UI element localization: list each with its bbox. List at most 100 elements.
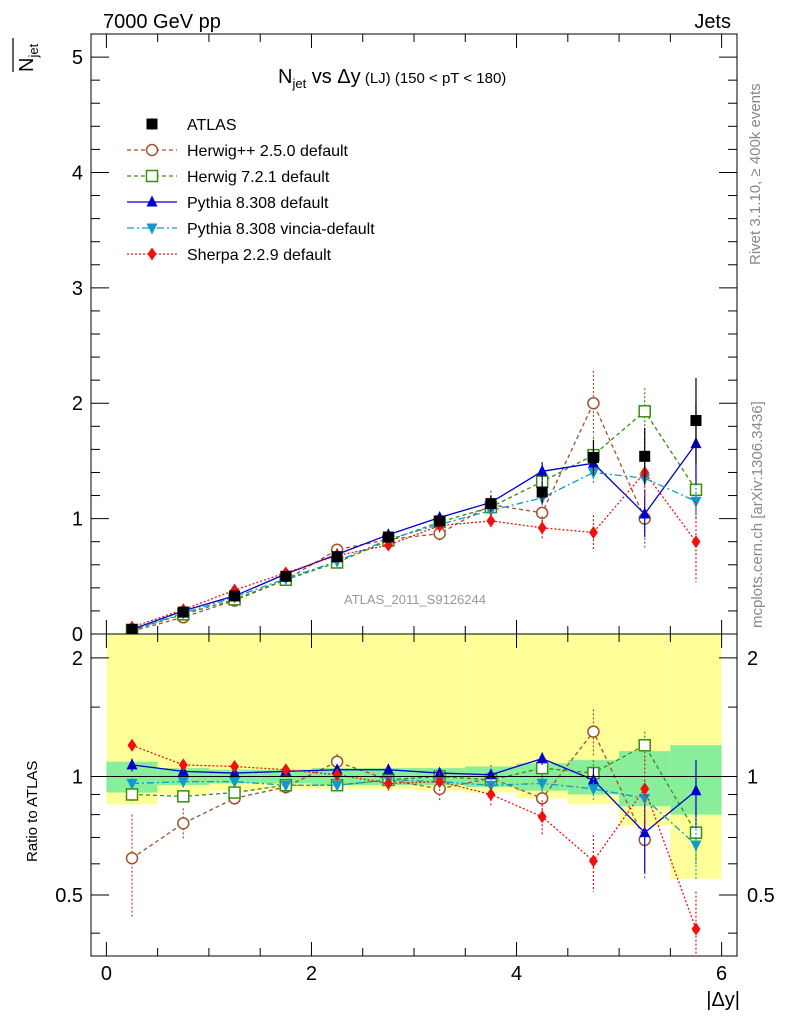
ratio-point <box>690 840 702 852</box>
atlas-data-point <box>177 606 189 618</box>
legend-label: Herwig 7.2.1 default <box>187 169 330 186</box>
ratio-y-tick-label: 2 <box>72 648 83 670</box>
atlas-data-point <box>382 531 394 543</box>
ratio-y-tick-label-right: 2 <box>747 648 758 670</box>
ratio-point <box>435 775 445 789</box>
ratio-point <box>127 738 137 752</box>
legend-marker <box>145 169 159 183</box>
atlas-data-point <box>690 415 702 427</box>
ratio-point <box>537 810 547 824</box>
ratio-point <box>383 776 393 790</box>
ratio-point <box>536 778 548 790</box>
svg-text:Njet: Njet <box>16 43 41 72</box>
series-line <box>131 410 697 631</box>
ratio-point <box>125 851 139 865</box>
legend-label: Sherpa 2.2.9 default <box>187 247 332 264</box>
ratio-point <box>536 752 548 764</box>
title-range: (150 < pT < 180) <box>391 70 507 87</box>
atlas-data-point <box>639 450 651 462</box>
legend-label: Pythia 8.308 vincia-default <box>187 221 375 238</box>
series-point <box>587 396 600 410</box>
ratio-band-outer <box>362 634 414 789</box>
ratio-axis-label: Ratio to ATLAS <box>24 761 41 862</box>
plot-title: Njet vs Δy (LJ) (150 < pT < 180) <box>278 66 506 91</box>
y-tick-label: 3 <box>72 278 83 300</box>
ratio-point <box>125 788 139 801</box>
series-point <box>536 464 548 476</box>
title-main: N <box>278 66 292 88</box>
legend-label: Herwig++ 2.5.0 default <box>187 143 349 160</box>
ratio-point <box>332 768 342 782</box>
series-point <box>691 535 701 549</box>
legend-item-2: Pythia 8.308 default <box>127 195 329 212</box>
ratio-series-3 <box>126 774 702 879</box>
x-axis-label: |Δy| <box>706 989 740 1011</box>
ratio-y-tick-label-right: 0.5 <box>747 885 775 907</box>
atlas-data-point <box>280 570 292 582</box>
ratio-point <box>178 758 188 772</box>
title-main-sub: jet <box>291 76 306 91</box>
y-tick-label: 5 <box>72 47 83 69</box>
ratio-point <box>535 792 549 805</box>
ratio-point <box>230 759 240 773</box>
legend-marker <box>147 247 157 261</box>
main-panel: ATLAS_2011_S9126244 0 1 2 3 4 5 Njet vs Δy (L… <box>12 33 738 646</box>
title-qual: (LJ) <box>361 70 391 87</box>
series-point <box>639 507 651 519</box>
ratio-point <box>587 784 599 796</box>
legend-marker <box>146 195 158 207</box>
legend-item-atlas: ATLAS <box>146 117 237 134</box>
y-axis-label-main: N <box>16 58 38 72</box>
x-tick-label: 6 <box>716 963 727 985</box>
ratio-point <box>228 786 241 799</box>
ratio-y-tick-label: 1 <box>72 766 83 788</box>
series-point <box>535 506 549 520</box>
ratio-series-line <box>131 744 697 833</box>
y-axis-label-sub: jet <box>26 43 41 58</box>
ratio-point <box>177 790 190 803</box>
legend-item-3: Pythia 8.308 vincia-default <box>127 221 375 238</box>
atlas-data-point <box>485 498 497 510</box>
ratio-point <box>485 780 497 792</box>
ratio-series-4 <box>127 738 701 956</box>
legend-item-4: Sherpa 2.2.9 default <box>127 247 332 264</box>
side-label-rivet: Rivet 3.1.10, ≥ 400k events <box>747 83 764 265</box>
series-point <box>638 405 651 418</box>
legend-marker-atlas <box>146 118 158 130</box>
legend-marker <box>145 143 159 157</box>
atlas-data-point <box>229 590 241 602</box>
legend-marker <box>146 223 158 235</box>
ratio-point <box>434 766 446 778</box>
ratio-point <box>587 725 600 738</box>
ratio-series-line <box>131 744 697 930</box>
header-process: Jets <box>694 11 731 33</box>
ratio-y-tick-label: 0.5 <box>55 885 83 907</box>
y-tick-label: 0 <box>72 624 83 646</box>
ratio-band-outer <box>414 634 466 791</box>
watermark: ATLAS_2011_S9126244 <box>344 592 486 607</box>
ratio-point <box>126 778 138 790</box>
ratio-point <box>638 739 651 752</box>
ratio-point <box>382 763 394 775</box>
series-point <box>537 521 547 535</box>
y-axis-label: Njet <box>16 43 41 72</box>
ratio-point <box>281 763 291 777</box>
ratio-point <box>690 784 702 796</box>
legend-label: Pythia 8.308 default <box>187 195 329 212</box>
atlas-data-point <box>536 486 548 498</box>
series-line <box>131 471 697 631</box>
ratio-point <box>486 787 496 801</box>
x-tick-label: 2 <box>306 963 317 985</box>
y-tick-label: 1 <box>72 509 83 531</box>
ratio-y-tick-label-right: 1 <box>747 766 758 788</box>
ratio-band-outer <box>260 634 312 789</box>
atlas-data-point <box>126 623 138 635</box>
legend-label-atlas: ATLAS <box>187 117 237 134</box>
x-tick-label: 0 <box>101 963 112 985</box>
legend-item-1: Herwig 7.2.1 default <box>127 169 330 186</box>
x-tick-label: 4 <box>511 963 522 985</box>
header-energy: 7000 GeV pp <box>103 11 221 33</box>
legend: ATLAS Herwig++ 2.5.0 default Herwig 7.2.1 … <box>127 117 375 264</box>
series-point <box>588 525 598 539</box>
ratio-point <box>229 777 241 789</box>
